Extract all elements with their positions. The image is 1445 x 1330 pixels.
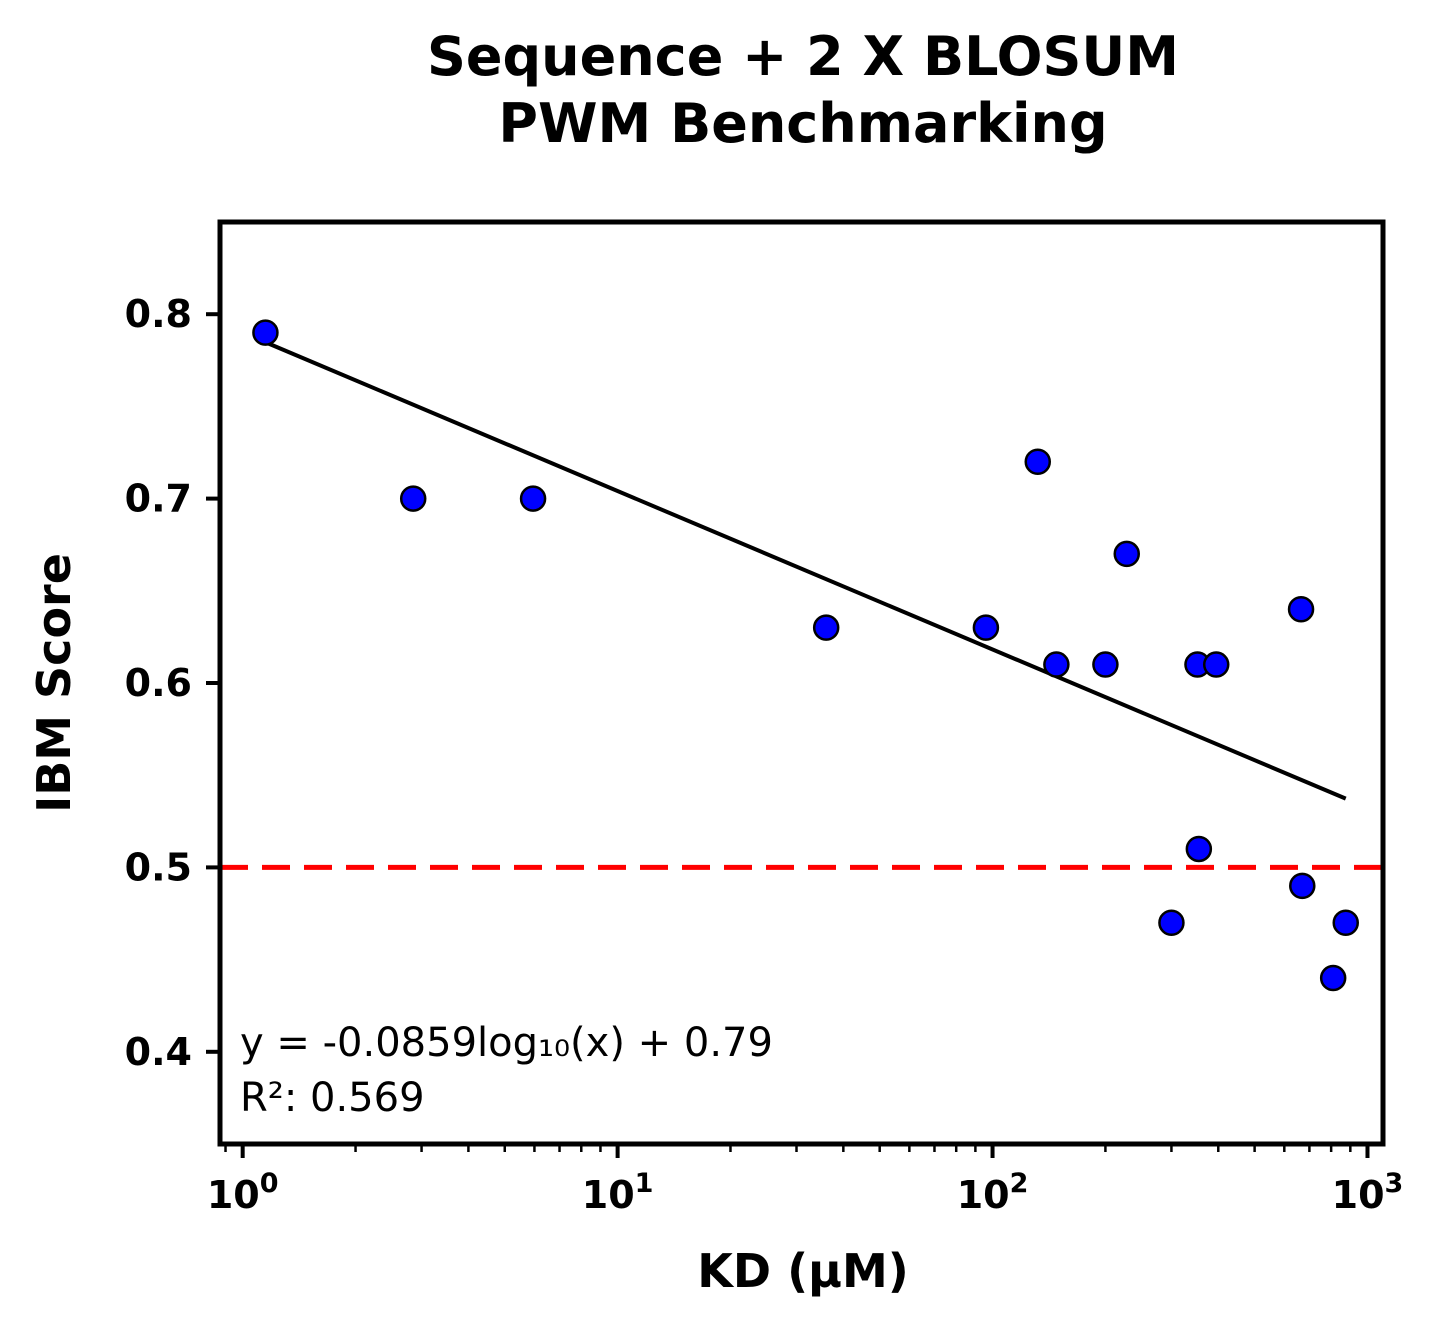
data-point <box>1043 651 1070 678</box>
y-tick-label: 0.6 <box>125 661 192 705</box>
y-tick-label: 0.5 <box>125 845 192 889</box>
x-axis-label: KD (μM) <box>697 1244 909 1298</box>
data-point <box>1202 651 1230 678</box>
regression-line <box>264 340 1347 801</box>
x-axis: 100 101 102 103 <box>207 1144 1403 1217</box>
data-point <box>252 319 279 346</box>
y-axis: 0.4 0.5 0.6 0.7 0.8 <box>125 292 220 1074</box>
x-tick-label: 102 <box>957 1168 1029 1217</box>
data-point <box>1092 651 1119 678</box>
data-point <box>972 614 1000 641</box>
data-point <box>1319 964 1347 992</box>
y-tick-label: 0.4 <box>125 1030 192 1074</box>
data-point <box>1289 872 1316 900</box>
data-point <box>519 485 547 512</box>
data-point <box>1287 595 1315 623</box>
r-squared-annotation: R²: 0.569 <box>240 1075 425 1121</box>
y-tick-label: 0.7 <box>125 477 192 521</box>
x-tick-label: 101 <box>582 1168 654 1217</box>
x-tick-label: 100 <box>207 1168 279 1217</box>
chart-title-line-1: Sequence + 2 X BLOSUM <box>427 25 1179 88</box>
data-point <box>1113 540 1140 568</box>
fit-equation-annotation: y = -0.0859log₁₀(x) + 0.79 <box>240 1020 773 1066</box>
data-point <box>1185 835 1213 863</box>
y-axis-label: IBM Score <box>27 553 81 813</box>
data-point <box>1158 909 1185 936</box>
chart-title-line-2: PWM Benchmarking <box>498 92 1107 155</box>
plot-area <box>220 319 1383 992</box>
data-point <box>1332 909 1359 936</box>
x-tick-label: 103 <box>1332 1168 1404 1217</box>
data-point <box>399 485 427 512</box>
data-point <box>1024 448 1052 475</box>
y-tick-label: 0.8 <box>125 292 192 336</box>
data-point <box>812 614 840 641</box>
